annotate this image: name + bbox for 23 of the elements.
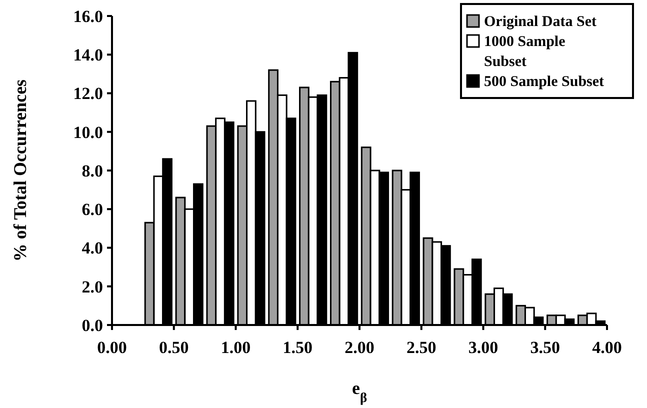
x-tick-label: 4.00	[592, 338, 622, 357]
y-tick-label: 4.0	[82, 238, 103, 258]
x-tick-label: 3.00	[468, 338, 498, 357]
y-tick-label: 14.0	[73, 46, 103, 65]
x-tick-label: 1.00	[220, 338, 251, 357]
y-axis-title: % of Total Occurrences	[10, 79, 30, 262]
y-tick-label: 16.0	[73, 6, 103, 26]
legend-label: 1000 Sample Subset	[484, 34, 566, 70]
x-tick-label: 0.00	[97, 338, 127, 357]
y-tick-label: 10.0	[73, 122, 103, 142]
legend-label: 500 Sample Subset	[484, 74, 604, 90]
x-tick-label: 2.50	[406, 338, 436, 357]
x-tick-label: 2.00	[344, 338, 374, 357]
y-tick-label: 8.0	[82, 161, 103, 180]
y-tick-label: 0.0	[82, 316, 103, 335]
y-tick-label: 12.0	[73, 84, 103, 104]
x-tick-label: 0.50	[159, 338, 189, 357]
y-tick-label: 2.0	[82, 277, 103, 296]
x-axis-title: e$_{β}$	[352, 378, 368, 404]
x-tick-label: 1.50	[282, 338, 312, 357]
y-tick-label: 6.0	[82, 200, 103, 220]
x-tick-label: 3.50	[530, 338, 560, 357]
legend-label: Original Data Set	[484, 14, 596, 30]
